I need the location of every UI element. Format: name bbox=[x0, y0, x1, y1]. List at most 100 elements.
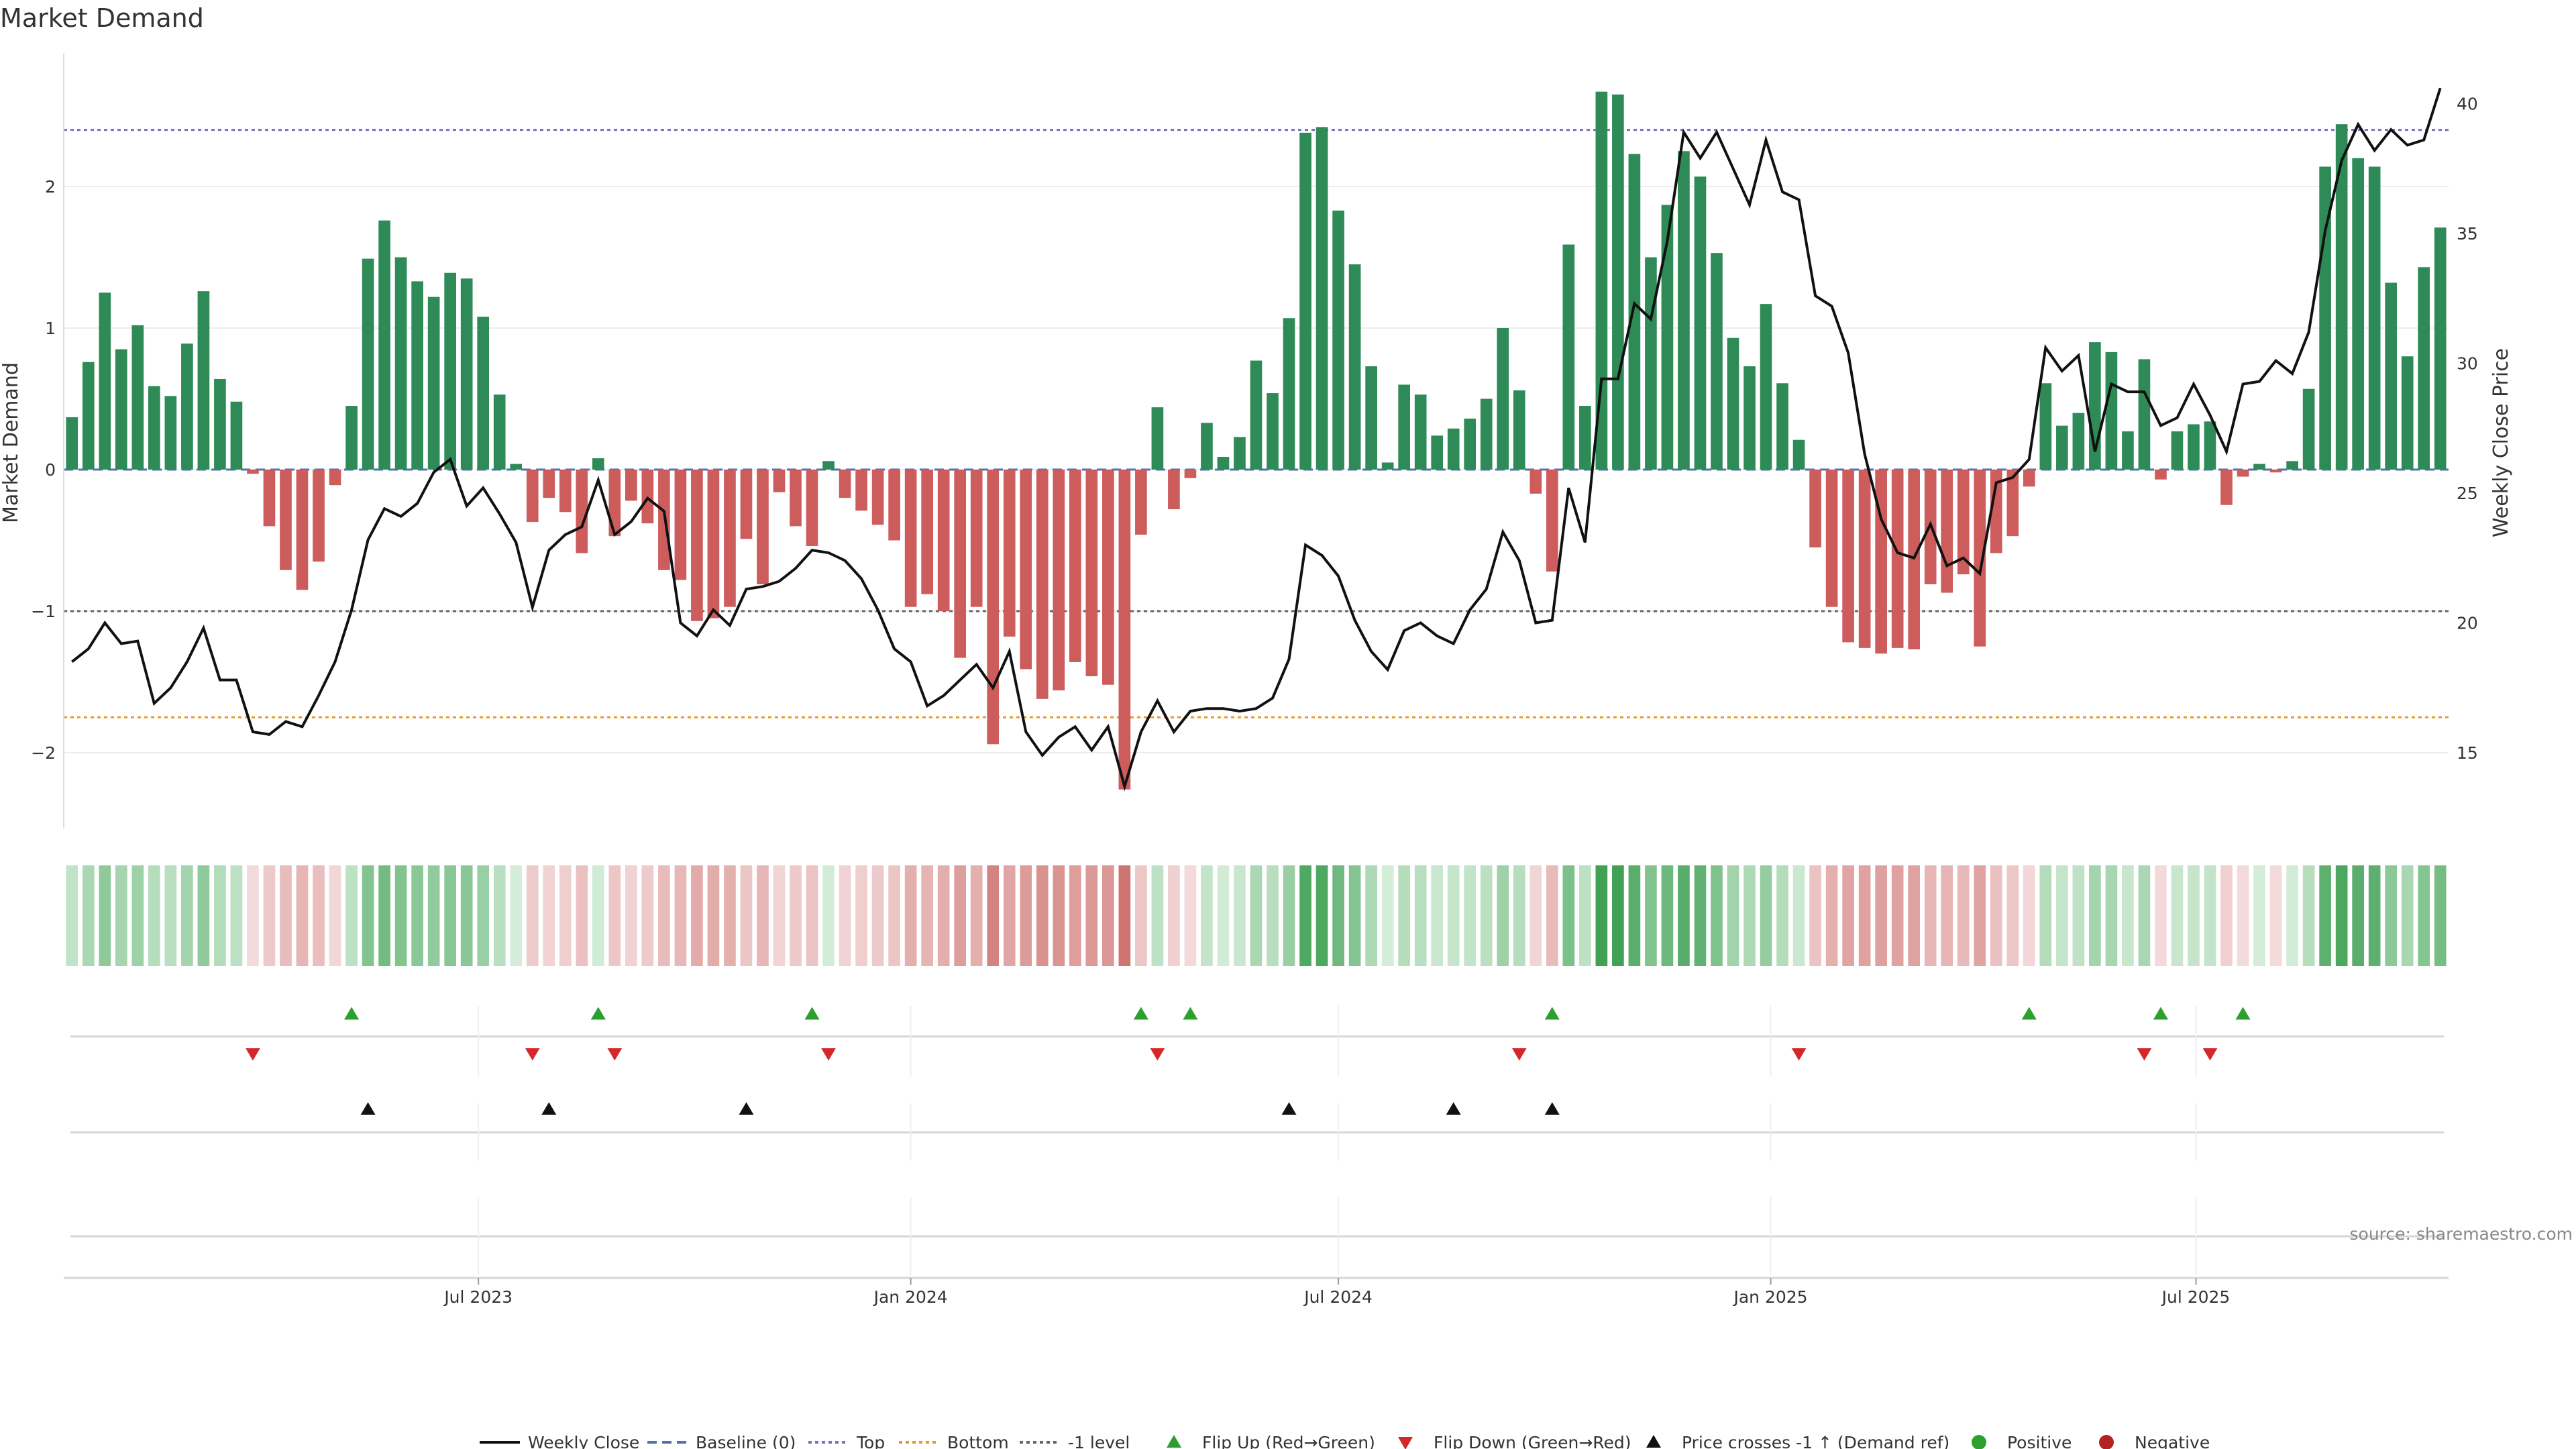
heat-cell bbox=[2138, 865, 2151, 966]
demand-bar bbox=[1908, 470, 1921, 649]
heat-cell bbox=[1858, 865, 1871, 966]
demand-bar bbox=[247, 470, 259, 474]
heat-cell bbox=[2319, 865, 2331, 966]
demand-bar bbox=[131, 325, 144, 470]
demand-bar bbox=[477, 317, 490, 470]
demand-bar bbox=[2335, 124, 2348, 470]
legend-label: -1 level bbox=[1068, 1433, 1130, 1449]
heat-cell bbox=[1036, 865, 1049, 966]
heat-cell bbox=[1628, 865, 1641, 966]
heat-cell bbox=[576, 865, 588, 966]
heat-cell bbox=[2188, 865, 2200, 966]
legend-item: Negative bbox=[2099, 1433, 2210, 1449]
heat-cell bbox=[1398, 865, 1410, 966]
heat-cell bbox=[1003, 865, 1016, 966]
demand-bar bbox=[2269, 470, 2282, 473]
heat-cell bbox=[197, 865, 210, 966]
demand-bar bbox=[1316, 127, 1328, 470]
heat-cell bbox=[954, 865, 967, 966]
flip-down-marker bbox=[607, 1048, 623, 1061]
demand-bar bbox=[378, 220, 390, 470]
demand-bar bbox=[1168, 470, 1180, 510]
heat-cell bbox=[378, 865, 390, 966]
demand-bar bbox=[1381, 462, 1394, 470]
demand-bar bbox=[559, 470, 572, 513]
heat-cell bbox=[2204, 865, 2216, 966]
heat-cell bbox=[888, 865, 900, 966]
demand-bar bbox=[2302, 388, 2315, 470]
demand-bar bbox=[1678, 151, 1690, 470]
heat-cell bbox=[2006, 865, 2019, 966]
flip-up-marker bbox=[804, 1007, 820, 1020]
demand-bar bbox=[2220, 470, 2233, 505]
demand-bar bbox=[2368, 166, 2381, 470]
demand-bar bbox=[1743, 366, 1756, 470]
x-axis: Jul 2023 Jan 2024 Jul 2024 Jan 2025 Jul 2025 bbox=[443, 1278, 2230, 1307]
demand-bars bbox=[66, 91, 2447, 790]
demand-bar bbox=[1447, 428, 1460, 470]
demand-bar bbox=[641, 470, 654, 524]
demand-bar bbox=[214, 378, 226, 470]
legend-label: Flip Up (Red→Green) bbox=[1202, 1433, 1375, 1449]
y-tick-label: −1 bbox=[31, 602, 56, 621]
demand-bar bbox=[1628, 154, 1641, 470]
heat-cell bbox=[1267, 865, 1279, 966]
price-cross-marker bbox=[541, 1102, 557, 1115]
heat-cell bbox=[411, 865, 423, 966]
demand-bar bbox=[1529, 470, 1542, 494]
y2-tick-label: 20 bbox=[2457, 614, 2478, 633]
heat-cell bbox=[1990, 865, 2002, 966]
demand-bar bbox=[1217, 457, 1230, 470]
x-tick-label: Jan 2024 bbox=[873, 1287, 948, 1307]
flip-down-marker bbox=[1791, 1048, 1807, 1061]
heat-cell bbox=[691, 865, 703, 966]
heat-cell bbox=[1974, 865, 1986, 966]
demand-bar bbox=[674, 470, 687, 580]
demand-bar bbox=[230, 401, 243, 470]
heat-cell bbox=[855, 865, 867, 966]
legend-label: Weekly Close bbox=[528, 1433, 639, 1449]
heat-cell bbox=[1645, 865, 1657, 966]
demand-bar bbox=[1974, 470, 1986, 647]
heat-cell bbox=[1529, 865, 1542, 966]
heat-cell bbox=[329, 865, 341, 966]
demand-bar bbox=[740, 470, 753, 539]
heat-cell bbox=[2023, 865, 2035, 966]
heat-cell bbox=[1168, 865, 1180, 966]
demand-bar bbox=[1365, 366, 1377, 470]
heat-cell bbox=[345, 865, 358, 966]
heat-cell bbox=[2385, 865, 2398, 966]
heat-cell bbox=[1908, 865, 1921, 966]
demand-bar bbox=[411, 281, 423, 470]
heat-cell bbox=[658, 865, 670, 966]
heat-cell bbox=[1250, 865, 1263, 966]
heat-cell bbox=[1365, 865, 1377, 966]
demand-bar bbox=[1102, 470, 1114, 685]
x-tick-label: Jan 2025 bbox=[1732, 1287, 1807, 1307]
heat-cell bbox=[1332, 865, 1344, 966]
heat-cell bbox=[2286, 865, 2298, 966]
heat-cell bbox=[806, 865, 818, 966]
price-cross-marker bbox=[1446, 1102, 1461, 1115]
demand-bar bbox=[394, 257, 407, 470]
heat-cell bbox=[1694, 865, 1707, 966]
heat-cell bbox=[970, 865, 983, 966]
demand-bar bbox=[1184, 470, 1197, 478]
demand-bar bbox=[181, 343, 193, 470]
heat-cell bbox=[2302, 865, 2315, 966]
demand-bar bbox=[1990, 470, 2002, 553]
demand-bar bbox=[2188, 424, 2200, 470]
demand-bar bbox=[954, 470, 967, 658]
heat-cell bbox=[757, 865, 769, 966]
chart-title: Market Demand bbox=[0, 3, 204, 33]
demand-bar bbox=[2352, 158, 2364, 470]
heat-cell bbox=[608, 865, 621, 966]
flip-down-marker bbox=[245, 1048, 260, 1061]
y2-tick-label: 25 bbox=[2457, 484, 2478, 503]
demand-bar bbox=[543, 470, 555, 498]
demand-bar bbox=[493, 394, 506, 470]
legend-item: -1 level bbox=[1020, 1433, 1130, 1449]
heat-cell bbox=[181, 865, 193, 966]
heat-cell bbox=[625, 865, 637, 966]
demand-bar bbox=[608, 470, 621, 537]
